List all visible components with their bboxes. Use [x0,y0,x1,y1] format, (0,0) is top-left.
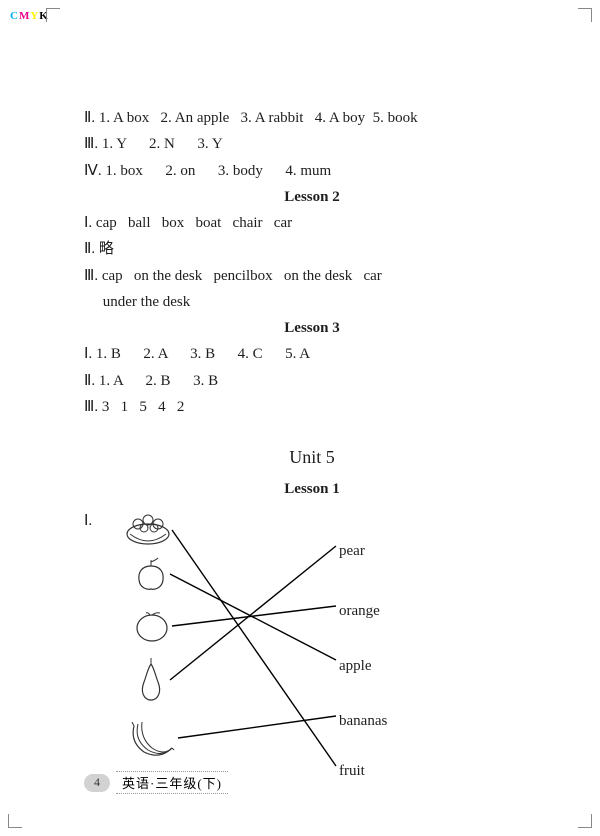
page-footer: 4 英语·三年级(下) [84,771,228,794]
page-content: Ⅱ. 1. A box 2. An apple 3. A rabbit 4. A… [84,105,540,788]
matching-exercise: Ⅰ. pearorangeapplebananasfruit [84,508,540,788]
lesson-heading: Lesson 2 [84,184,540,210]
footer-text: 英语·三年级(下) [116,771,228,794]
answer-line: Ⅲ. 1. Y 2. N 3. Y [84,131,540,157]
lesson-heading: Lesson 3 [84,315,540,341]
answer-line: Ⅱ. 1. A 2. B 3. B [84,368,540,394]
bananas-icon [126,718,176,758]
yellow-mark: Y [30,10,39,22]
cmyk-marks: CMYK [10,10,49,22]
match-word-label: bananas [339,708,387,734]
unit-heading: Unit 5 [84,442,540,474]
answer-line: Ⅰ. 1. B 2. A 3. B 4. C 5. A [84,341,540,367]
fruit-basket-icon [124,508,172,546]
crop-mark-tr [574,8,592,26]
answer-line: Ⅲ. 3 1 5 4 2 [84,394,540,420]
match-word-label: fruit [339,758,365,784]
answer-line: Ⅳ. 1. box 2. on 3. body 4. mum [84,158,540,184]
crop-mark-tl [46,8,64,26]
cyan-mark: C [10,10,19,22]
answer-line: Ⅱ. 略 [84,236,540,262]
answer-line: Ⅲ. cap on the desk pencilbox on the desk… [84,263,540,289]
crop-mark-br [574,810,592,828]
pear-icon [134,656,168,704]
lesson-heading: Lesson 1 [84,476,540,502]
match-word-label: orange [339,598,380,624]
match-word-label: apple [339,653,371,679]
page-number-badge: 4 [84,774,110,792]
answer-line: under the desk [84,289,540,315]
magenta-mark: M [19,10,30,22]
answer-line: Ⅰ. cap ball box boat chair car [84,210,540,236]
match-word-label: pear [339,538,365,564]
crop-mark-bl [8,810,26,828]
apple-icon [134,556,168,592]
orange-icon [134,610,170,642]
answer-line: Ⅱ. 1. A box 2. An apple 3. A rabbit 4. A… [84,105,540,131]
